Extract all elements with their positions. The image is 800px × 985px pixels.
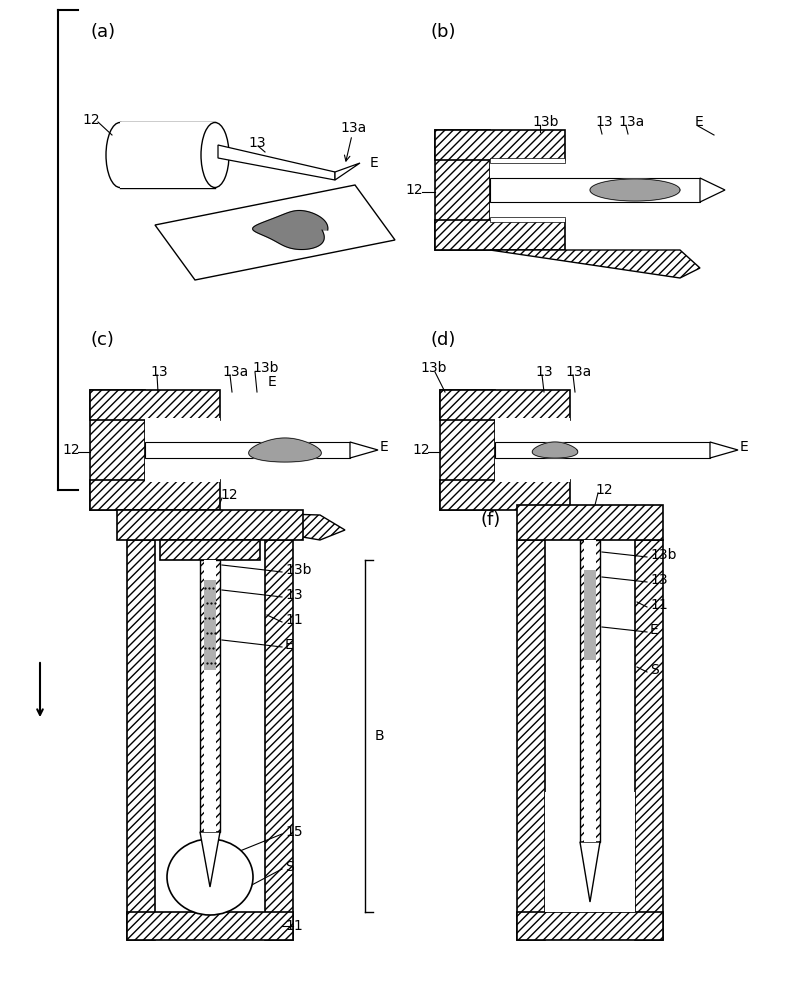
Text: E: E <box>380 440 389 454</box>
Polygon shape <box>490 250 700 278</box>
Text: (b): (b) <box>430 23 455 41</box>
Text: (d): (d) <box>430 331 455 349</box>
Text: S: S <box>650 663 658 677</box>
Text: 13: 13 <box>248 136 266 150</box>
Bar <box>435 130 490 250</box>
Bar <box>584 570 596 660</box>
Bar <box>435 220 565 250</box>
Polygon shape <box>700 178 725 202</box>
Bar <box>145 418 220 482</box>
Bar <box>490 158 565 163</box>
Text: 13b: 13b <box>650 548 677 562</box>
Text: 13b: 13b <box>420 361 446 375</box>
Ellipse shape <box>201 122 229 187</box>
Polygon shape <box>350 442 378 458</box>
Bar <box>490 160 565 220</box>
Bar <box>517 505 663 540</box>
Text: 13: 13 <box>650 573 668 587</box>
Text: 13a: 13a <box>222 365 248 379</box>
Text: 11: 11 <box>285 919 302 933</box>
Text: E: E <box>285 638 294 652</box>
Polygon shape <box>253 211 328 249</box>
Bar <box>200 560 220 832</box>
Bar <box>435 130 565 160</box>
Bar <box>517 912 663 940</box>
Bar <box>495 442 710 458</box>
Text: (a): (a) <box>90 23 115 41</box>
Text: 13b: 13b <box>285 563 311 577</box>
Polygon shape <box>249 438 322 462</box>
Bar <box>545 540 635 912</box>
Text: E: E <box>695 115 704 129</box>
Text: 13b: 13b <box>252 361 278 375</box>
Bar <box>495 418 570 482</box>
Text: B: B <box>375 729 385 743</box>
Polygon shape <box>580 842 600 902</box>
Ellipse shape <box>167 839 253 915</box>
Bar <box>440 480 570 510</box>
Text: 13: 13 <box>150 365 168 379</box>
Bar <box>580 540 600 842</box>
Bar <box>90 480 220 510</box>
Bar <box>635 540 663 940</box>
Bar <box>490 217 565 222</box>
Ellipse shape <box>106 122 134 187</box>
Text: 15: 15 <box>285 825 302 839</box>
Bar <box>117 510 303 540</box>
Bar <box>440 390 570 420</box>
Text: 12: 12 <box>62 443 80 457</box>
Text: E: E <box>740 440 749 454</box>
Bar <box>517 540 545 940</box>
Bar <box>440 390 495 510</box>
Bar <box>545 792 635 912</box>
Text: (e): (e) <box>120 511 145 529</box>
Bar <box>265 540 293 940</box>
Text: 13b: 13b <box>532 115 558 129</box>
Bar <box>120 122 215 188</box>
Bar <box>204 580 216 670</box>
Text: 13a: 13a <box>618 115 644 129</box>
Polygon shape <box>218 145 335 180</box>
Bar <box>204 560 216 832</box>
Bar <box>127 540 155 940</box>
Polygon shape <box>532 442 578 458</box>
Text: 12: 12 <box>220 488 238 502</box>
Polygon shape <box>155 185 395 280</box>
Text: (f): (f) <box>480 511 500 529</box>
Text: 13: 13 <box>535 365 553 379</box>
Bar <box>155 540 265 912</box>
Polygon shape <box>200 832 220 887</box>
Polygon shape <box>145 510 345 540</box>
Text: 11: 11 <box>285 613 302 627</box>
Text: E: E <box>650 623 658 637</box>
Text: 12: 12 <box>82 113 100 127</box>
Bar <box>145 442 350 458</box>
Text: (c): (c) <box>90 331 114 349</box>
Bar <box>127 912 293 940</box>
Text: 11: 11 <box>650 598 668 612</box>
Text: E: E <box>268 375 277 389</box>
Text: 13a: 13a <box>565 365 591 379</box>
Bar <box>584 540 596 842</box>
Text: 12: 12 <box>412 443 430 457</box>
Text: S: S <box>285 860 294 874</box>
Text: E: E <box>370 156 378 170</box>
Polygon shape <box>335 163 360 180</box>
Text: 12: 12 <box>405 183 422 197</box>
Text: 12: 12 <box>595 483 613 497</box>
Text: 13a: 13a <box>340 121 366 135</box>
Bar <box>160 540 260 560</box>
Polygon shape <box>590 179 680 201</box>
Text: 13: 13 <box>285 588 302 602</box>
Bar <box>490 178 700 202</box>
Bar <box>90 390 220 420</box>
Polygon shape <box>710 442 738 458</box>
Text: 13: 13 <box>595 115 613 129</box>
Bar <box>90 390 145 510</box>
